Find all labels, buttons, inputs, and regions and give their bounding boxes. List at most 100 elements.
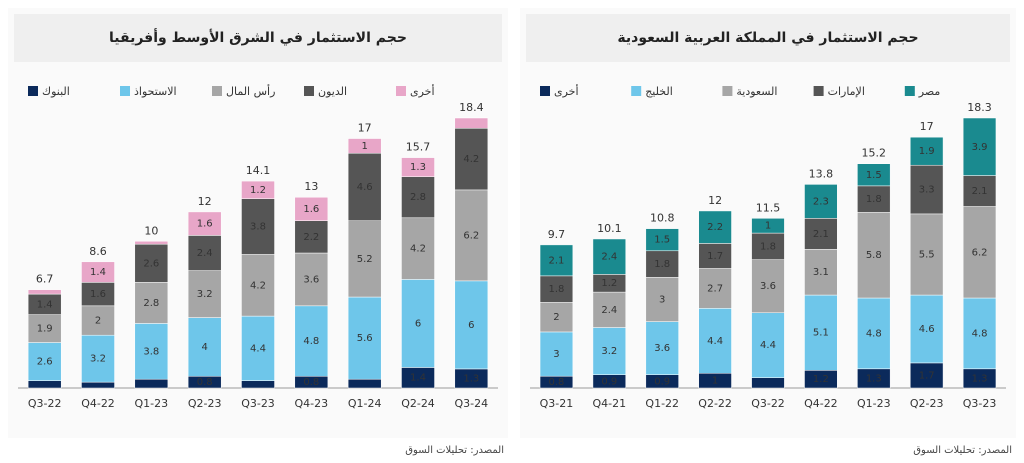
bar-segment [81,305,115,336]
segment-label: 1.7 [707,251,723,262]
x-tick-label: Q4-23 [295,397,329,410]
bar-segment [857,185,891,213]
bar-segment [294,305,329,377]
bar-segment [27,380,62,389]
bar-segment [187,235,222,271]
bar-segment [241,380,275,389]
bar-segment [592,327,626,375]
segment-label: 3 [659,294,665,305]
legend-label: أخرى [410,84,435,98]
bar-segment [804,184,838,219]
total-label: 14.1 [246,164,271,177]
bar-segment [294,252,329,307]
total-label: 18.4 [459,101,484,114]
legend-label: البنوك [42,85,70,98]
legend-swatch [631,86,642,96]
segment-label: 2 [553,312,559,323]
segment-label: 3.8 [143,346,159,357]
segment-label: 3.6 [654,343,670,354]
segment-label: 1.3 [410,162,426,173]
x-tick-label: Q4-22 [81,397,115,410]
bar-segment [592,238,626,275]
bar-segment [241,254,275,317]
x-tick-label: Q2-22 [698,397,732,410]
segment-label: 1.4 [90,267,106,278]
segment-label: 4.2 [410,244,426,255]
total-label: 10.8 [650,212,675,225]
bar-segment [347,296,382,380]
segment-label: 0.9 [601,376,617,387]
segment-label: 2.1 [548,255,564,266]
bar-segment [539,275,574,303]
segment-label: 0.8 [303,377,319,388]
bar-segment [27,314,62,343]
total-label: 18.3 [967,101,992,114]
bar-segment [539,302,574,333]
segment-label: 3.2 [601,346,617,357]
segment-label: 1.8 [760,241,776,252]
total-label: 13.8 [809,167,834,180]
bar-segment [857,212,891,299]
bar-segment [962,297,997,370]
segment-label: 5.5 [919,249,935,260]
x-tick-label: Q2-23 [910,397,944,410]
bar-segment [401,217,435,280]
total-label: 17 [920,120,934,133]
segment-label: 3.1 [813,267,829,278]
segment-label: 3.6 [303,274,319,285]
legend-label: السعودية [736,85,777,98]
legend-swatch [904,86,915,96]
segment-label: 4.8 [972,328,988,339]
x-tick-label: Q1-22 [645,397,679,410]
total-label: 15.7 [406,141,431,154]
bar-segment [241,198,275,255]
x-tick-label: Q1-23 [857,397,891,410]
bar-segment [27,342,62,381]
segment-label: 2.1 [813,229,829,240]
bar-segment [27,289,62,295]
segment-label: 3.2 [197,289,213,300]
segment-label: 4.8 [866,328,882,339]
legend-swatch [722,86,733,96]
segment-label: 1.3 [972,373,988,384]
segment-label: 1.9 [37,324,53,335]
chart-panel: حجم الاستثمار في المملكة العربية السعودي… [520,8,1016,456]
bar-segment [454,280,489,370]
segment-label: 1.8 [654,259,670,270]
bar-segment [910,362,944,389]
bar-segment [294,196,329,221]
legend-label: الديون [318,85,347,98]
total-label: 17 [358,122,372,135]
bar-segment [134,241,169,245]
total-label: 9.7 [548,228,566,241]
segment-label: 1.6 [197,219,213,230]
segment-label: 2.1 [972,186,988,197]
segment-label: 3.9 [972,142,988,153]
bar-segment [81,381,115,389]
chart-title: حجم الاستثمار في المملكة العربية السعودي… [617,30,918,46]
total-label: 10 [144,224,158,237]
segment-label: 4.4 [707,336,723,347]
bar-segment [857,163,891,187]
segment-label: 1.2 [601,278,617,289]
x-tick-label: Q4-22 [804,397,838,410]
bar-segment [539,244,574,277]
segment-label: 2.7 [707,283,723,294]
segment-label: 1.5 [654,235,670,246]
legend-label: مصر [918,85,941,98]
segment-label: 4 [201,342,207,353]
segment-label: 5.2 [357,254,373,265]
bar-segment [645,228,679,252]
bar-segment [910,136,944,166]
total-label: 11.5 [756,201,781,214]
segment-label: 1.4 [410,373,426,384]
bar-segment [857,297,891,370]
segment-label: 3.2 [90,354,106,365]
segment-label: 2.2 [303,232,319,243]
total-label: 10.1 [597,222,622,235]
segment-label: 2.6 [143,258,159,269]
segment-label: 4.8 [303,336,319,347]
segment-label: 1.2 [250,185,266,196]
x-tick-label: Q3-24 [455,397,489,410]
segment-label: 2.8 [410,192,426,203]
